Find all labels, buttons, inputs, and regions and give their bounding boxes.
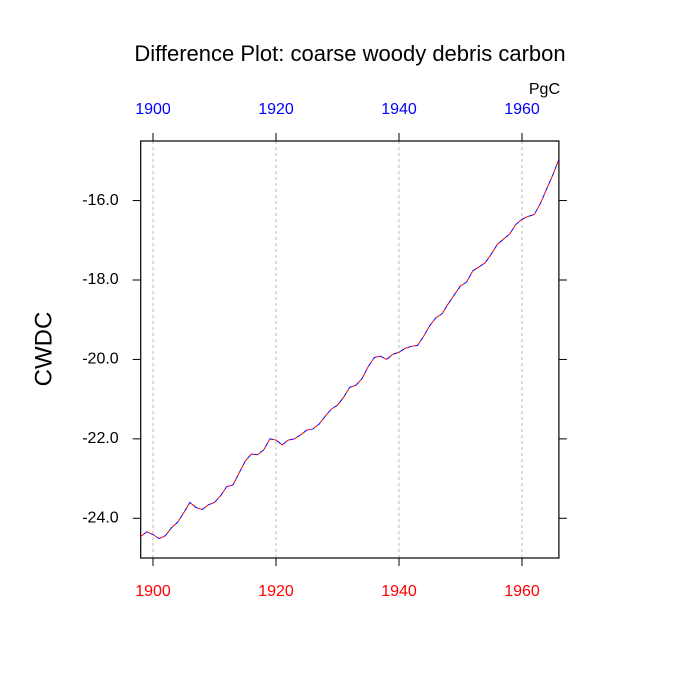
x-tick-label: 1900: [135, 583, 171, 600]
x-tick-label: 1920: [258, 583, 294, 600]
x-top-tick-label: 1920: [258, 101, 294, 118]
plot-frame: [140, 140, 560, 559]
y-tick-label: -22.0: [82, 430, 119, 447]
y-tick-label: -20.0: [82, 351, 119, 368]
x-tick-label: 1960: [504, 583, 540, 600]
chart-title: Difference Plot: coarse woody debris car…: [134, 41, 565, 66]
x-top-tick-label: 1940: [381, 101, 417, 118]
data-line: [140, 159, 560, 540]
y-axis-label: CWDC: [30, 312, 57, 387]
x-tick-label: 1940: [381, 583, 417, 600]
y-tick-label: -24.0: [82, 510, 119, 527]
y-tick-label: -16.0: [82, 192, 119, 209]
x-top-tick-label: 1960: [504, 101, 540, 118]
data-line: [140, 159, 560, 540]
x-top-tick-label: 1900: [135, 101, 171, 118]
units-label: PgC: [529, 81, 560, 98]
y-tick-label: -18.0: [82, 271, 119, 288]
